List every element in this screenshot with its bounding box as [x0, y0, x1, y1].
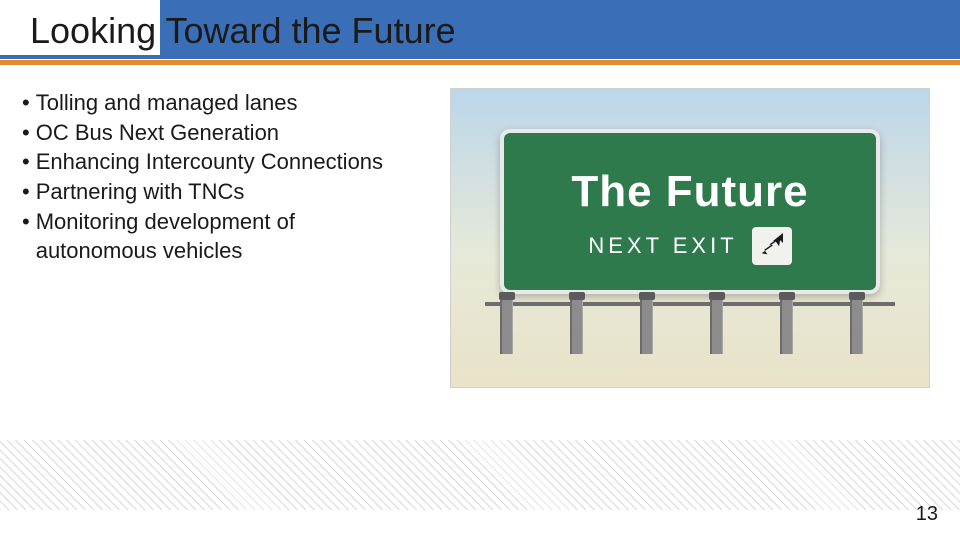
list-item: • Monitoring development of autonomous v…	[22, 207, 422, 266]
sign-post	[850, 294, 863, 354]
list-item-text: Monitoring development of autonomous veh…	[36, 207, 422, 266]
sign-crossbar	[485, 302, 895, 306]
bullet-list: • Tolling and managed lanes • OC Bus Nex…	[22, 88, 422, 266]
page-number: 13	[916, 503, 938, 526]
list-item: • OC Bus Next Generation	[22, 118, 422, 148]
sign-post	[640, 294, 653, 354]
exit-arrow-icon	[752, 227, 792, 265]
list-item-text: Tolling and managed lanes	[36, 88, 422, 118]
list-item-text: Enhancing Intercounty Connections	[36, 147, 422, 177]
bullet-icon: •	[22, 88, 30, 118]
underline-blue	[0, 55, 960, 59]
sign-post	[710, 294, 723, 354]
list-item: • Enhancing Intercounty Connections	[22, 147, 422, 177]
sign-post	[780, 294, 793, 354]
sign-post	[570, 294, 583, 354]
sign-posts	[485, 294, 895, 354]
bullet-icon: •	[22, 177, 30, 207]
list-item: • Partnering with TNCs	[22, 177, 422, 207]
bullet-icon: •	[22, 118, 30, 148]
sign-subline-wrap: NEXT EXIT	[588, 227, 791, 265]
sign-subline: NEXT EXIT	[588, 233, 737, 259]
bullet-icon: •	[22, 147, 30, 177]
slide: Looking Toward the Future • Tolling and …	[0, 0, 960, 540]
sign-post	[500, 294, 513, 354]
list-item: • Tolling and managed lanes	[22, 88, 422, 118]
page-title: Looking Toward the Future	[30, 10, 456, 52]
highway-sign: The Future NEXT EXIT	[500, 129, 880, 294]
future-sign-figure: The Future NEXT EXIT	[450, 88, 930, 388]
underline-orange	[0, 60, 960, 65]
list-item-text: OC Bus Next Generation	[36, 118, 422, 148]
bullet-icon: •	[22, 207, 30, 237]
list-item-text: Partnering with TNCs	[36, 177, 422, 207]
footer-hatch	[0, 440, 960, 510]
sign-headline: The Future	[571, 167, 808, 217]
